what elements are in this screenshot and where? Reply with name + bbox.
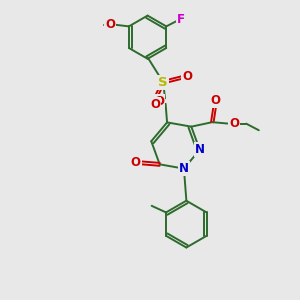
Text: O: O — [210, 94, 220, 107]
Text: O: O — [150, 98, 160, 111]
Text: O: O — [131, 156, 141, 169]
Text: O: O — [229, 117, 239, 130]
Text: O: O — [105, 18, 115, 31]
Text: N: N — [195, 143, 205, 156]
Text: O: O — [182, 70, 192, 83]
Text: F: F — [177, 13, 185, 26]
Text: S: S — [158, 76, 168, 89]
Text: N: N — [179, 162, 189, 175]
Text: O: O — [154, 95, 164, 108]
